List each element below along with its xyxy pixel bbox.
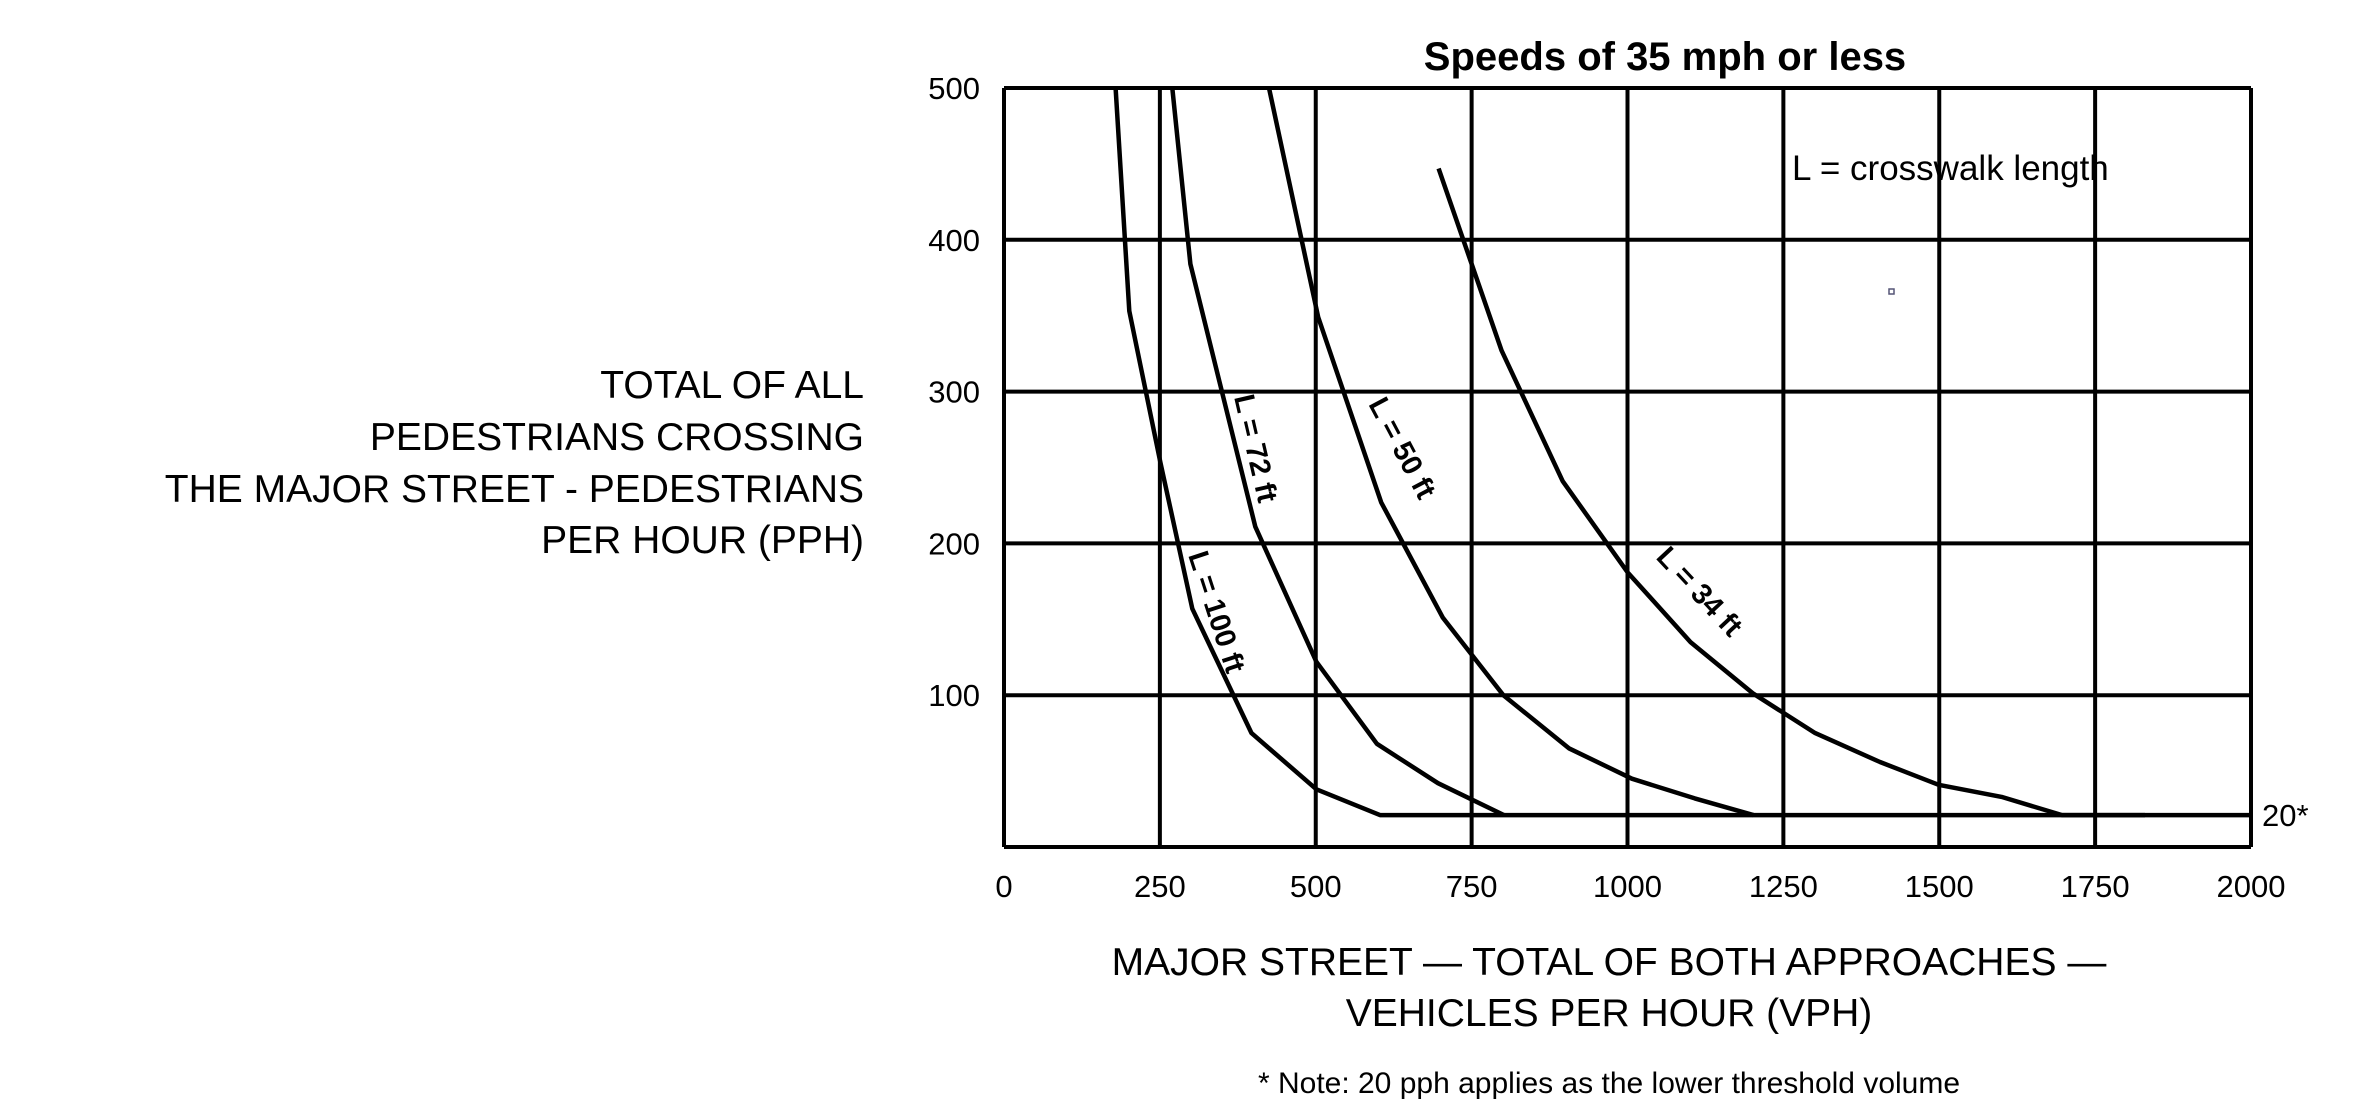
y-tick-label: 200 bbox=[928, 526, 980, 561]
y-tick-label: 500 bbox=[928, 71, 980, 106]
x-tick-label: 1500 bbox=[1905, 869, 1974, 904]
curves bbox=[1113, 87, 2251, 818]
y-axis-label-line: PER HOUR (PPH) bbox=[541, 519, 864, 562]
y-tick-label: 400 bbox=[928, 223, 980, 258]
y-tick-label: 100 bbox=[928, 678, 980, 713]
series-line-100ft bbox=[1113, 87, 2251, 818]
x-tick-label: 500 bbox=[1290, 869, 1342, 904]
y-tick-label: 300 bbox=[928, 375, 980, 410]
footnote: * Note: 20 pph applies as the lower thre… bbox=[1258, 1067, 1960, 1100]
x-tick-label: 1250 bbox=[1749, 869, 1818, 904]
grid bbox=[1002, 86, 2253, 849]
x-tick-label: 0 bbox=[995, 869, 1012, 904]
series-label-34: L = 34 ft bbox=[1650, 541, 1749, 643]
threshold-label: 20* bbox=[2262, 798, 2309, 833]
series-line-72ft bbox=[1170, 87, 1505, 818]
stray-dot bbox=[1888, 288, 1895, 295]
y-axis-label: TOTAL OF ALL PEDESTRIANS CROSSING THE MA… bbox=[165, 364, 864, 562]
x-axis-label-line: MAJOR STREET — TOTAL OF BOTH APPROACHES … bbox=[1112, 941, 2107, 984]
x-axis-label: MAJOR STREET — TOTAL OF BOTH APPROACHES … bbox=[1112, 941, 2107, 1035]
x-tick-label: 750 bbox=[1446, 869, 1498, 904]
series-line-34ft bbox=[1436, 167, 2145, 818]
legend-note: L = crosswalk length bbox=[1792, 149, 2109, 188]
x-axis-label-line: VEHICLES PER HOUR (VPH) bbox=[1346, 992, 1873, 1035]
series-line-50ft bbox=[1266, 87, 1755, 818]
tick-labels: 0 250 500 750 1000 1250 1500 1750 2000 100 200 300 4… bbox=[928, 71, 2285, 904]
x-tick-label: 1000 bbox=[1593, 869, 1662, 904]
y-axis-label-line: THE MAJOR STREET - PEDESTRIANS bbox=[165, 468, 864, 511]
chart-title: Speeds of 35 mph or less bbox=[1424, 35, 1906, 79]
x-tick-label: 250 bbox=[1134, 869, 1186, 904]
y-axis-label-line: PEDESTRIANS CROSSING bbox=[370, 416, 864, 459]
series-label-50: L = 50 ft bbox=[1362, 392, 1442, 504]
x-tick-label: 1750 bbox=[2061, 869, 2130, 904]
y-axis-label-line: TOTAL OF ALL bbox=[600, 364, 864, 407]
x-tick-label: 2000 bbox=[2217, 869, 2286, 904]
